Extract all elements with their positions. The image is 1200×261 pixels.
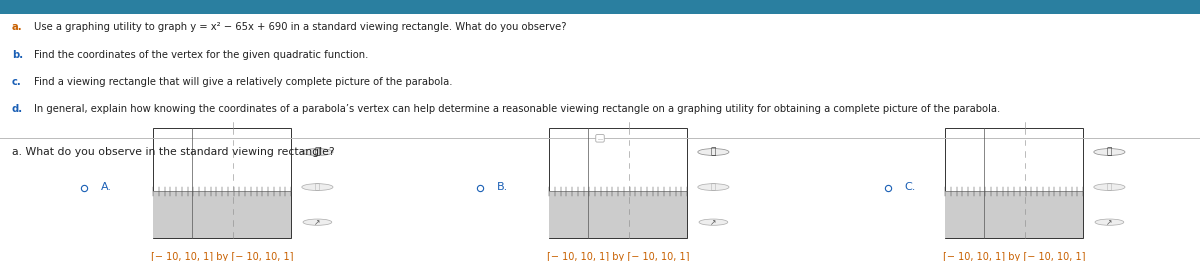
Bar [550, 128, 686, 238]
Text: ↗: ↗ [710, 218, 716, 227]
Text: Find the coordinates of the vertex for the given quadratic function.: Find the coordinates of the vertex for t… [34, 50, 368, 60]
Text: ↗: ↗ [314, 218, 320, 227]
Circle shape [698, 149, 730, 155]
Circle shape [700, 219, 728, 225]
Text: 🔍: 🔍 [710, 147, 716, 157]
Text: [− 10, 10, 1] by [− 10, 10, 1]: [− 10, 10, 1] by [− 10, 10, 1] [943, 252, 1085, 261]
Text: B.: B. [497, 182, 508, 192]
Text: 🔍: 🔍 [1106, 183, 1112, 192]
Text: 🔍: 🔍 [314, 183, 320, 192]
Bar [154, 192, 292, 238]
Text: A.: A. [101, 182, 112, 192]
Text: [− 10, 10, 1] by [− 10, 10, 1]: [− 10, 10, 1] by [− 10, 10, 1] [151, 252, 293, 261]
Circle shape [1096, 219, 1124, 225]
Circle shape [302, 184, 334, 191]
Bar [946, 192, 1084, 238]
Text: b.: b. [12, 50, 23, 60]
Text: Find a viewing rectangle that will give a relatively complete picture of the par: Find a viewing rectangle that will give … [34, 77, 452, 87]
Text: 🔍: 🔍 [314, 147, 320, 157]
Text: ...: ... [598, 136, 604, 141]
Text: c.: c. [12, 77, 22, 87]
Text: ↗: ↗ [1106, 218, 1112, 227]
Text: a.: a. [12, 22, 23, 32]
Text: 🔍: 🔍 [1106, 147, 1112, 157]
Text: Use a graphing utility to graph y = x² − 65x + 690 in a standard viewing rectang: Use a graphing utility to graph y = x² −… [34, 22, 566, 32]
Bar [0, 0, 1200, 14]
Circle shape [304, 219, 331, 225]
Bar [550, 192, 686, 238]
Bar [946, 128, 1084, 238]
Circle shape [302, 149, 334, 155]
Text: d.: d. [12, 104, 23, 114]
Circle shape [1094, 149, 1126, 155]
Text: C.: C. [905, 182, 916, 192]
Text: In general, explain how knowing the coordinates of a parabola’s vertex can help : In general, explain how knowing the coor… [34, 104, 1000, 114]
Circle shape [698, 184, 730, 191]
Circle shape [1094, 184, 1126, 191]
Bar [154, 128, 292, 238]
Text: a. What do you observe in the standard viewing rectangle?: a. What do you observe in the standard v… [12, 147, 335, 157]
Text: [− 10, 10, 1] by [− 10, 10, 1]: [− 10, 10, 1] by [− 10, 10, 1] [547, 252, 689, 261]
Text: 🔍: 🔍 [710, 183, 716, 192]
